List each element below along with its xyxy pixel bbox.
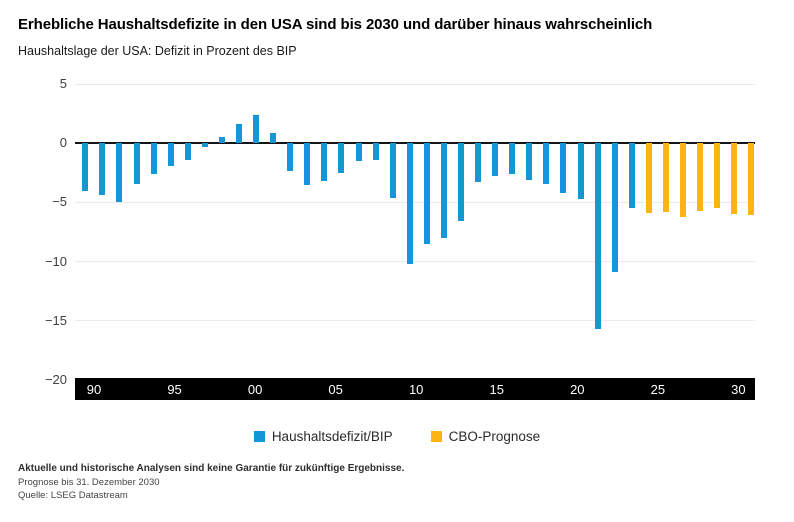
bar-2027 [714, 143, 721, 209]
x-axis-tick-label: 15 [489, 381, 504, 397]
y-axis-tick-label: −15 [44, 312, 67, 328]
bar-2001 [270, 132, 277, 144]
legend-item-haushaltsdefizit: Haushaltsdefizit/BIP [253, 429, 393, 444]
x-axis-tick-label: 30 [731, 381, 746, 397]
bar-2003 [304, 143, 311, 185]
bar-2016 [526, 143, 533, 180]
bar-2024 [662, 143, 669, 212]
y-axis-tick-label: 0 [59, 135, 67, 151]
x-axis-tick-label: 20 [570, 381, 585, 397]
bar-2008 [389, 143, 396, 198]
bar-2022 [628, 143, 635, 209]
bar-2006 [355, 143, 362, 162]
bar-2025 [679, 143, 686, 217]
bar-1992 [116, 143, 123, 203]
page-title: Erhebliche Haushaltsdefizite in den USA … [18, 16, 653, 33]
y-axis-tick-label: −5 [52, 194, 67, 210]
x-axis-tick-label: 95 [167, 381, 182, 397]
bar-2023 [645, 143, 652, 214]
bar-1991 [99, 143, 106, 196]
zero-axis-line [75, 142, 755, 144]
x-axis-tick-label: 00 [247, 381, 263, 397]
bar-2007 [372, 143, 379, 160]
bar-1996 [184, 143, 191, 160]
bar-2020 [594, 143, 601, 330]
bar-2015 [509, 143, 516, 175]
forecast-note: Prognose bis 31. Dezember 2030 [18, 477, 160, 488]
bar-2018 [560, 143, 567, 193]
y-axis-tick-label: −10 [44, 253, 67, 269]
y-gridline [75, 201, 755, 203]
bar-2005 [338, 143, 345, 173]
legend-swatch-yellow [430, 431, 442, 442]
bar-2014 [492, 143, 499, 177]
source-text: Quelle: LSEG Datastream [18, 490, 128, 501]
legend-label: Haushaltsdefizit/BIP [271, 429, 393, 444]
bar-2021 [611, 143, 618, 273]
bar-2000 [253, 114, 260, 144]
bar-1993 [133, 143, 140, 184]
bar-1995 [167, 143, 174, 166]
bar-2011 [440, 143, 447, 238]
x-axis-band [75, 378, 755, 400]
bar-1998 [218, 137, 225, 144]
bar-2019 [577, 143, 584, 199]
bar-1999 [235, 124, 242, 144]
bar-2010 [423, 143, 430, 244]
bar-2009 [406, 143, 413, 264]
y-axis-tick-label: −20 [44, 371, 67, 387]
legend-item-cbo-prognose: CBO-Prognose [430, 429, 541, 444]
bar-1997 [201, 143, 208, 147]
chart-legend: Haushaltsdefizit/BIP CBO-Prognose [0, 429, 794, 444]
bar-chart: 5 0 −5 −10 −15 −20 90 95 00 05 10 15 20 25 30 [44, 76, 755, 400]
bar-2017 [543, 143, 550, 184]
y-gridline [75, 261, 755, 263]
x-axis-tick-label: 25 [650, 381, 666, 397]
bar-2029 [748, 143, 755, 216]
y-axis-tick-label: 5 [59, 76, 67, 92]
y-gridline [75, 320, 755, 322]
bar-2012 [457, 143, 464, 222]
y-gridline [75, 83, 755, 85]
x-axis-tick-label: 10 [408, 381, 424, 397]
legend-label: CBO-Prognose [448, 429, 541, 444]
bar-1990 [82, 143, 89, 191]
bar-2028 [731, 143, 738, 215]
x-axis-tick-label: 05 [328, 381, 343, 397]
bar-2004 [321, 143, 328, 182]
legend-swatch-blue [253, 431, 265, 442]
x-axis-tick-label: 90 [86, 381, 102, 397]
bar-2026 [697, 143, 704, 211]
disclaimer-text: Aktuelle und historische Analysen sind k… [18, 463, 405, 474]
bar-1994 [150, 143, 157, 175]
page-subtitle: Haushaltslage der USA: Defizit in Prozen… [18, 44, 297, 58]
bar-2013 [475, 143, 482, 183]
chart-footer: Aktuelle und historische Analysen sind k… [18, 463, 778, 503]
bar-2002 [287, 143, 294, 171]
